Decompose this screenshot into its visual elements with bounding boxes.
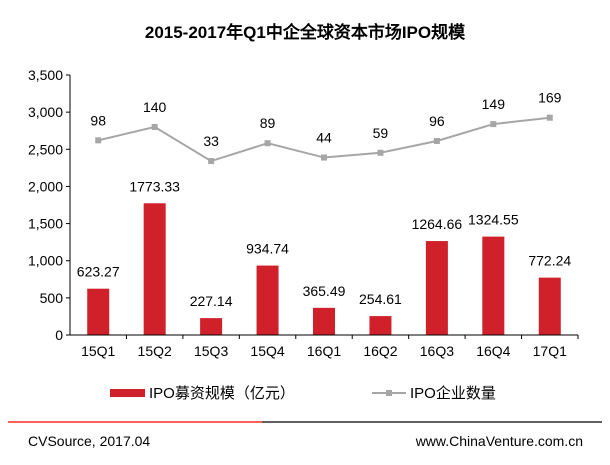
bar-data-label: 1773.33 [129, 178, 180, 194]
line-series: 98 140 33 89 44 59 96 149 169 [90, 90, 562, 165]
line-point [490, 121, 497, 128]
bar [425, 241, 448, 335]
x-tick-label: 16Q3 [420, 343, 454, 359]
bar [87, 288, 110, 335]
bar [143, 203, 166, 335]
line-data-label: 33 [203, 133, 219, 149]
bar-data-label: 934.74 [246, 241, 289, 257]
line-point [433, 137, 440, 144]
line-data-label: 89 [260, 115, 276, 131]
line-data-label: 59 [373, 125, 389, 141]
line-data-label: 44 [316, 130, 332, 146]
y-tick-label: 0 [55, 327, 63, 343]
footer-source: CVSource, 2017.04 [28, 433, 150, 449]
x-tick-label: 16Q2 [363, 343, 397, 359]
y-axis: 0 500 1,000 1,500 2,000 2,500 3,000 3,500 [28, 67, 71, 343]
bar-data-label: 772.24 [528, 253, 571, 269]
x-tick-label: 15Q3 [194, 343, 228, 359]
x-tick-label: 17Q1 [533, 343, 567, 359]
line-data-label: 98 [90, 112, 106, 128]
bar-data-label: 1264.66 [412, 216, 463, 232]
line-point [321, 154, 327, 161]
bar-data-label: 254.61 [359, 291, 402, 307]
line-data-label: 96 [429, 113, 445, 129]
x-tick-label: 16Q4 [476, 343, 510, 359]
x-tick-label: 15Q4 [250, 343, 284, 359]
y-tick-label: 500 [40, 290, 64, 306]
line-point [208, 158, 215, 165]
bar-data-label: 1324.55 [468, 212, 519, 228]
footer-website: www.ChinaVenture.com.cn [415, 433, 583, 449]
line-point [546, 114, 553, 121]
bar [369, 316, 392, 335]
bar-data-label: 365.49 [303, 283, 346, 299]
legend-line-label: IPO企业数量 [410, 384, 496, 402]
bar [256, 265, 279, 335]
y-tick-label: 3,000 [28, 104, 63, 120]
legend-line-marker [386, 390, 392, 396]
x-tick-label: 15Q1 [81, 343, 115, 359]
bar [200, 318, 223, 335]
legend: IPO募资规模（亿元） IPO企业数量 [110, 384, 496, 402]
line-point [264, 140, 271, 147]
line-data-label: 149 [482, 96, 506, 112]
x-axis: 15Q1 15Q2 15Q3 15Q4 16Q1 16Q2 16Q3 16Q4 17Q1 [70, 334, 579, 359]
y-tick-label: 2,500 [28, 141, 63, 157]
line-data-label: 169 [538, 90, 562, 106]
line-point [95, 137, 102, 144]
line-data-label: 140 [143, 99, 167, 115]
bar [482, 236, 505, 335]
x-tick-label: 16Q1 [307, 343, 341, 359]
line-point [377, 149, 384, 156]
legend-bar-swatch [110, 389, 145, 397]
y-tick-label: 1,000 [28, 253, 63, 269]
bar [313, 307, 335, 335]
x-tick-label: 15Q2 [138, 343, 172, 359]
bar-data-label: 623.27 [77, 264, 120, 280]
bar-data-label: 227.14 [190, 293, 233, 309]
legend-bar-label: IPO募资规模（亿元） [149, 385, 295, 402]
y-tick-label: 1,500 [28, 216, 63, 232]
bar [538, 277, 561, 335]
y-tick-label: 2,000 [28, 178, 63, 194]
chart-title: 2015-2017年Q1中企全球资本市场IPO规模 [145, 22, 466, 42]
bar-series: 623.27 1773.33 227.14 934.74 365.49 254.61 126… [77, 178, 571, 335]
line-point [151, 123, 158, 130]
y-tick-label: 3,500 [28, 67, 63, 83]
